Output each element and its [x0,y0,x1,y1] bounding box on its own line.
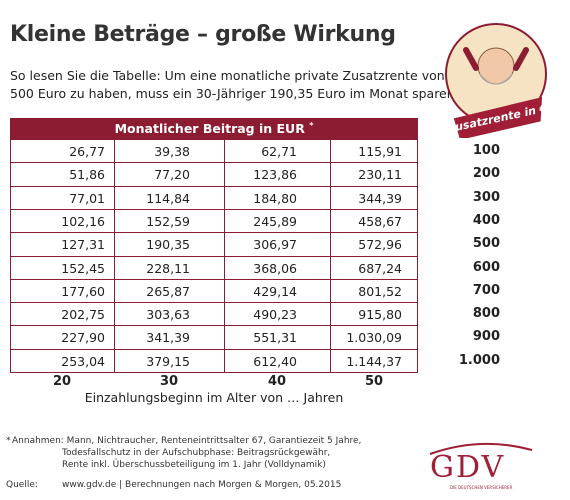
col-line [10,140,11,373]
title: Kleine Beträge – große Wirkung [10,22,396,47]
logo-tagline: DIE DEUTSCHEN VERSICHERER [450,485,513,490]
age: 40 [267,374,287,389]
cell: 612,40 [253,353,297,369]
footnote-marker: * [6,436,11,446]
table-body: 26,77 39,38 62,71 115,91 51,86 77,20 123,86 230… [10,140,418,373]
rente-value: 500 [472,236,500,252]
age: 20 [52,374,72,389]
cell: 127,31 [61,237,105,253]
cell: 152,59 [146,213,190,229]
row-line [10,208,418,210]
row-line [10,162,418,164]
age: 30 [159,374,179,389]
cell: 687,24 [358,260,402,276]
cell: 102,16 [61,213,105,229]
rente-value: 400 [472,212,500,228]
cell: 202,75 [61,307,105,323]
cell: 77,20 [154,167,190,183]
row-line [10,325,418,327]
row-line [10,372,418,373]
row-line [10,348,418,350]
cell: 341,39 [146,330,190,346]
footnote-line: Annahmen: Mann, Nichtraucher, Renteneint… [12,436,362,446]
cell: 177,60 [61,283,105,299]
age: 50 [364,374,384,389]
rente-value: 200 [472,166,500,182]
cell: 228,11 [146,260,190,276]
cell: 190,35 [146,237,190,253]
rente-value: 1.000 [458,352,500,368]
logo-arc [429,442,533,455]
cell: 184,80 [253,190,297,206]
cell: 77,01 [69,190,105,206]
cell: 429,14 [253,283,297,299]
rente-value: 800 [472,306,500,322]
age-label: Einzahlungsbeginn im Alter von … Jahren [84,390,344,405]
cell: 801,52 [358,283,402,299]
cell: 227,90 [61,330,105,346]
source-text: www.gdv.de | Berechnungen nach Morgen & … [62,480,342,490]
cell: 572,96 [358,237,402,253]
table-header-bar [10,118,418,140]
cell: 368,06 [253,260,297,276]
cell: 458,67 [358,213,402,229]
row-line [10,232,418,234]
logo: GDV [430,450,506,485]
row-line [10,255,418,257]
badge: Zusatzrente in € [445,23,549,138]
table-header: Monatlicher Beitrag in EUR * [10,121,418,136]
row-line [10,185,418,187]
cell: 51,86 [69,167,105,183]
rente-value: 700 [472,282,500,298]
cell: 1.030,09 [346,330,402,346]
cell: 1.144,37 [346,353,402,369]
cell: 915,80 [358,307,402,323]
table-header-text: Monatlicher Beitrag in EUR [114,121,305,137]
cell: 39,38 [154,144,190,159]
header-mark: * [309,121,314,130]
cell: 379,15 [146,353,190,369]
cell: 551,31 [253,330,297,346]
cell: 62,71 [261,144,297,159]
footnote-line: Todesfallschutz in der Aufschubphase: Be… [62,448,331,458]
cell: 306,97 [253,237,297,253]
source-label: Quelle: [6,480,38,490]
cell: 115,91 [358,144,402,159]
col-line [224,140,225,373]
row-line [10,278,418,280]
rente-value: 300 [472,189,500,205]
rente-value: 100 [472,143,500,158]
cell: 265,87 [146,283,190,299]
cell: 490,23 [253,307,297,323]
footnote-line: Rente inkl. Überschussbeteiligung im 1. … [62,460,326,470]
rente-value: 900 [472,329,500,345]
cell: 26,77 [69,144,105,159]
rente-value: 600 [472,259,500,275]
cell: 152,45 [61,260,105,276]
cell: 253,04 [61,353,105,369]
cell: 230,11 [358,167,402,183]
cell: 114,84 [146,190,190,206]
subtitle: So lesen Sie die Tabelle: Um eine monatl… [10,68,445,83]
cell: 245,89 [253,213,297,229]
row-line [10,302,418,304]
col-line [114,140,115,373]
col-line [417,140,418,373]
cell: 344,39 [358,190,402,206]
subtitle: 500 Euro zu haben, muss ein 30-Jähriger … [10,86,459,101]
col-line [330,140,331,373]
cell: 123,86 [253,167,297,183]
cell: 303,63 [146,307,190,323]
